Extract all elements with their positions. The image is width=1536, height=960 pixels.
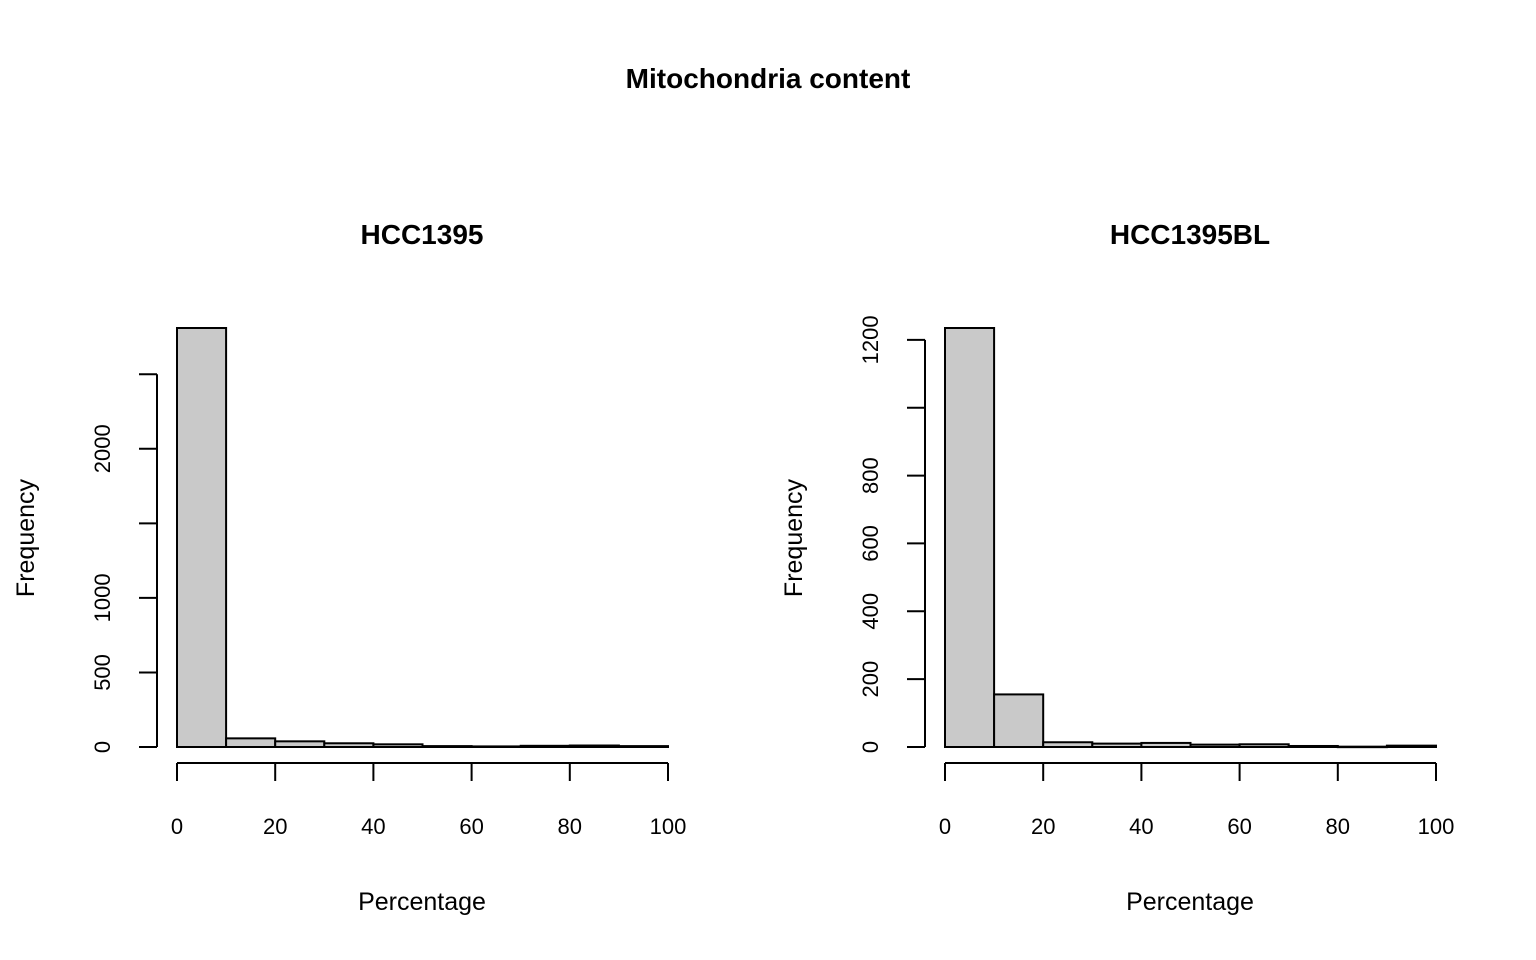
x-tick-label: 20 — [1031, 814, 1055, 839]
y-tick-label: 500 — [90, 654, 115, 691]
y-axis-label: Frequency — [12, 478, 40, 597]
histogram-bar — [944, 327, 996, 748]
histogram-bar — [1238, 743, 1290, 748]
x-tick-label: 20 — [263, 814, 287, 839]
histogram-bar — [274, 740, 326, 748]
panel-title: HCC1395 — [361, 219, 484, 250]
y-tick-label: 400 — [858, 593, 883, 630]
histogram-bar — [421, 745, 473, 749]
x-tick-label: 80 — [558, 814, 582, 839]
histogram-panel-hcc1395bl: HCC1395BL Percentage Frequency 0 20 40 60 80… — [780, 219, 1454, 916]
histogram-bar — [1385, 744, 1438, 749]
histogram-bar — [323, 742, 375, 748]
y-axis-label: Frequency — [780, 478, 808, 597]
histogram-bar — [225, 737, 277, 749]
x-axis: 0 20 40 60 80 100 — [939, 762, 1455, 839]
histogram-bar — [176, 327, 228, 748]
histogram-bar — [1042, 741, 1094, 748]
x-tick-label: 0 — [171, 814, 183, 839]
y-tick-label: 800 — [858, 457, 883, 494]
panel-title: HCC1395BL — [1110, 219, 1270, 250]
x-tick-label: 60 — [1227, 814, 1251, 839]
y-tick-label: 0 — [90, 741, 115, 753]
x-tick-label: 80 — [1326, 814, 1350, 839]
y-tick-label: 1000 — [90, 573, 115, 622]
y-axis: 0 200 400 600 800 1200 — [858, 315, 926, 753]
histogram-bar — [1336, 745, 1388, 749]
histogram-bar — [1091, 742, 1143, 749]
x-axis-label: Percentage — [358, 888, 486, 916]
histogram-bar — [372, 743, 424, 749]
histogram-bar — [1189, 743, 1241, 749]
histogram-bar — [1287, 744, 1339, 748]
x-tick-label: 40 — [361, 814, 385, 839]
bars — [176, 327, 670, 749]
y-tick-label: 0 — [858, 741, 883, 753]
x-axis: 0 20 40 60 80 100 — [171, 762, 687, 839]
figure-title: Mitochondria content — [626, 63, 911, 94]
histogram-bar — [470, 745, 522, 749]
x-tick-label: 100 — [650, 814, 687, 839]
y-tick-label: 200 — [858, 661, 883, 698]
y-tick-label: 600 — [858, 525, 883, 562]
histogram-bar — [519, 744, 571, 749]
histogram-bar — [568, 744, 620, 749]
histogram-bar — [617, 745, 670, 749]
y-tick-label: 2000 — [90, 424, 115, 473]
x-axis-label: Percentage — [1126, 888, 1254, 916]
y-tick-label: 1200 — [858, 315, 883, 364]
bars — [944, 327, 1438, 749]
x-tick-label: 40 — [1129, 814, 1153, 839]
histogram-panel-hcc1395: HCC1395 Percentage Frequency 0 20 40 60 80 10… — [12, 219, 686, 916]
histogram-bar — [1140, 741, 1192, 749]
histogram-bar — [993, 693, 1045, 749]
y-axis: 0 500 1000 2000 — [90, 373, 158, 753]
x-tick-label: 60 — [459, 814, 483, 839]
x-tick-label: 0 — [939, 814, 951, 839]
x-tick-label: 100 — [1418, 814, 1455, 839]
